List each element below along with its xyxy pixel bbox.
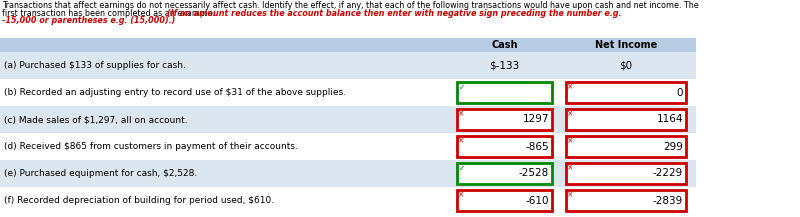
Text: -2528: -2528: [518, 168, 549, 179]
Bar: [0, 106, 696, 133]
Text: $0: $0: [619, 61, 633, 71]
Text: (c) Made sales of $1,297, all on account.: (c) Made sales of $1,297, all on account…: [4, 115, 188, 124]
Bar: [0, 52, 696, 79]
Bar: [566, 109, 686, 130]
Text: (b) Recorded an adjusting entry to record use of $31 of the above supplies.: (b) Recorded an adjusting entry to recor…: [4, 88, 346, 97]
Text: ×: ×: [458, 191, 464, 199]
Bar: [566, 82, 686, 103]
Text: ×: ×: [567, 136, 574, 146]
Text: ✓: ✓: [458, 163, 465, 173]
Bar: [0, 160, 696, 187]
Text: (d) Received $865 from customers in payment of their accounts.: (d) Received $865 from customers in paym…: [4, 142, 298, 151]
Text: first transaction has been completed as an example.: first transaction has been completed as …: [2, 8, 218, 18]
Bar: [566, 190, 686, 211]
Text: ×: ×: [567, 191, 574, 199]
Bar: [457, 163, 552, 184]
Text: -15,000 or parentheses e.g. (15,000).): -15,000 or parentheses e.g. (15,000).): [2, 16, 175, 25]
Bar: [457, 190, 552, 211]
Text: 0: 0: [677, 87, 683, 97]
Text: ×: ×: [458, 110, 464, 118]
Bar: [566, 163, 686, 184]
Bar: [457, 109, 552, 130]
Bar: [457, 82, 552, 103]
Text: -2229: -2229: [653, 168, 683, 179]
Text: (a) Purchased $133 of supplies for cash.: (a) Purchased $133 of supplies for cash.: [4, 61, 186, 70]
Text: Cash: Cash: [491, 40, 518, 50]
Text: 299: 299: [663, 141, 683, 151]
Text: ×: ×: [567, 163, 574, 173]
Text: $-133: $-133: [490, 61, 520, 71]
Text: -865: -865: [526, 141, 549, 151]
Bar: [0, 38, 696, 52]
Text: (e) Purchased equipment for cash, $2,528.: (e) Purchased equipment for cash, $2,528…: [4, 169, 198, 178]
Text: 1164: 1164: [657, 115, 683, 125]
Text: -2839: -2839: [653, 196, 683, 205]
Bar: [566, 136, 686, 157]
Text: ×: ×: [458, 136, 464, 146]
Bar: [0, 79, 696, 106]
Text: Net Income: Net Income: [595, 40, 657, 50]
Text: ✓: ✓: [458, 82, 465, 92]
Bar: [0, 187, 696, 214]
Text: (If an amount reduces the account balance then enter with negative sign precedin: (If an amount reduces the account balanc…: [167, 8, 622, 18]
Bar: [457, 136, 552, 157]
Text: ×: ×: [567, 110, 574, 118]
Text: Transactions that affect earnings do not necessarily affect cash. Identify the e: Transactions that affect earnings do not…: [2, 1, 698, 10]
Text: ×: ×: [567, 82, 574, 92]
Text: -610: -610: [526, 196, 549, 205]
Text: 1297: 1297: [522, 115, 549, 125]
Text: (f) Recorded depreciation of building for period used, $610.: (f) Recorded depreciation of building fo…: [4, 196, 274, 205]
Bar: [0, 133, 696, 160]
